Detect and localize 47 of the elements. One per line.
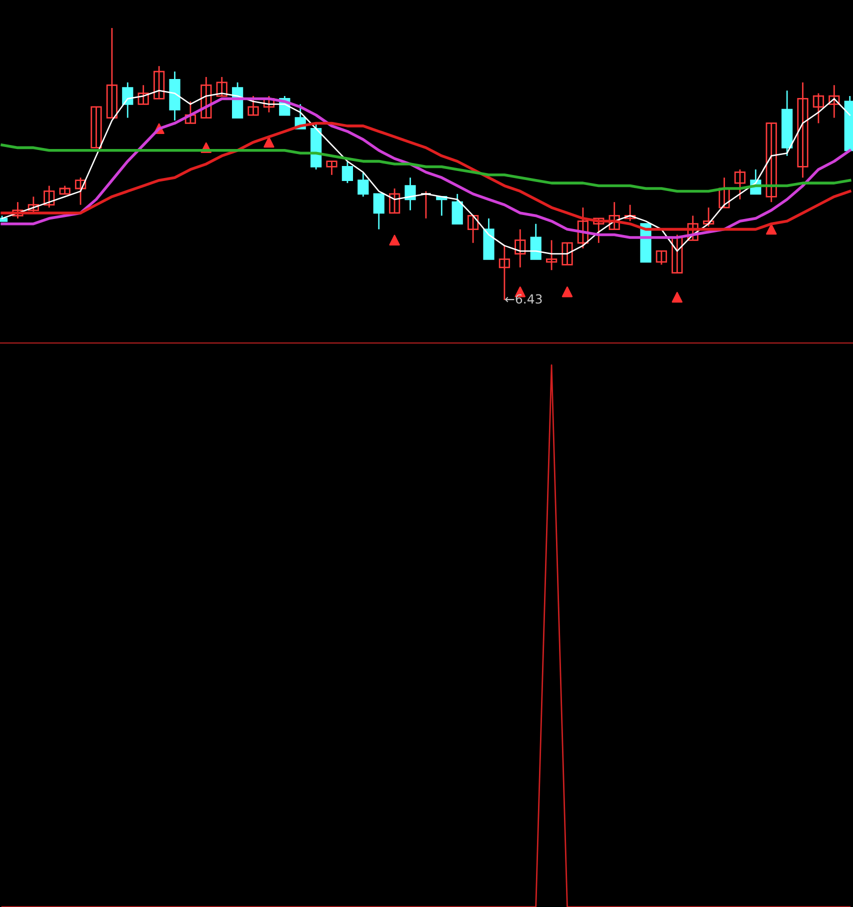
candlestick bbox=[656, 250, 668, 266]
candlestick bbox=[593, 218, 604, 244]
candlestick bbox=[138, 84, 149, 105]
point bbox=[264, 136, 274, 148]
candlestick bbox=[358, 171, 369, 198]
candlestick bbox=[562, 242, 573, 266]
point bbox=[389, 234, 400, 246]
candlestick bbox=[106, 27, 118, 118]
candlestick bbox=[514, 228, 526, 268]
candlestick bbox=[672, 234, 683, 274]
annotation: ←6.43 bbox=[505, 294, 542, 304]
candlestick bbox=[200, 76, 212, 118]
point bbox=[562, 286, 573, 298]
candlestick bbox=[388, 188, 400, 214]
candlestick bbox=[420, 190, 432, 220]
candlestick bbox=[90, 106, 102, 148]
candlestick bbox=[326, 160, 338, 176]
candlestick bbox=[828, 84, 840, 118]
candlestick bbox=[263, 95, 275, 114]
candlestick bbox=[153, 65, 165, 100]
candlestick bbox=[530, 223, 542, 260]
candlestick bbox=[12, 201, 24, 220]
candlestick bbox=[608, 201, 620, 230]
candlestick bbox=[718, 176, 730, 208]
candlestick bbox=[74, 176, 86, 206]
candlestick bbox=[812, 92, 824, 124]
candlestick bbox=[766, 122, 777, 203]
candlestick bbox=[546, 239, 558, 271]
candlestick bbox=[404, 176, 416, 211]
candlestick bbox=[342, 160, 354, 184]
candlestick bbox=[452, 193, 463, 225]
candlestick bbox=[734, 168, 746, 200]
point bbox=[672, 292, 683, 303]
candlestick bbox=[122, 82, 134, 118]
candlestick bbox=[216, 76, 228, 97]
candlestick bbox=[248, 95, 259, 116]
candlestick bbox=[467, 215, 479, 244]
candlestick bbox=[624, 204, 636, 222]
candlestick bbox=[797, 82, 808, 178]
candlestick bbox=[184, 100, 196, 124]
candlestick bbox=[44, 185, 55, 208]
candlestick bbox=[373, 193, 384, 230]
candlestick bbox=[702, 206, 714, 228]
candlestick bbox=[577, 206, 589, 250]
candlestick bbox=[28, 196, 40, 214]
point bbox=[766, 224, 777, 235]
candlestick bbox=[687, 215, 698, 241]
